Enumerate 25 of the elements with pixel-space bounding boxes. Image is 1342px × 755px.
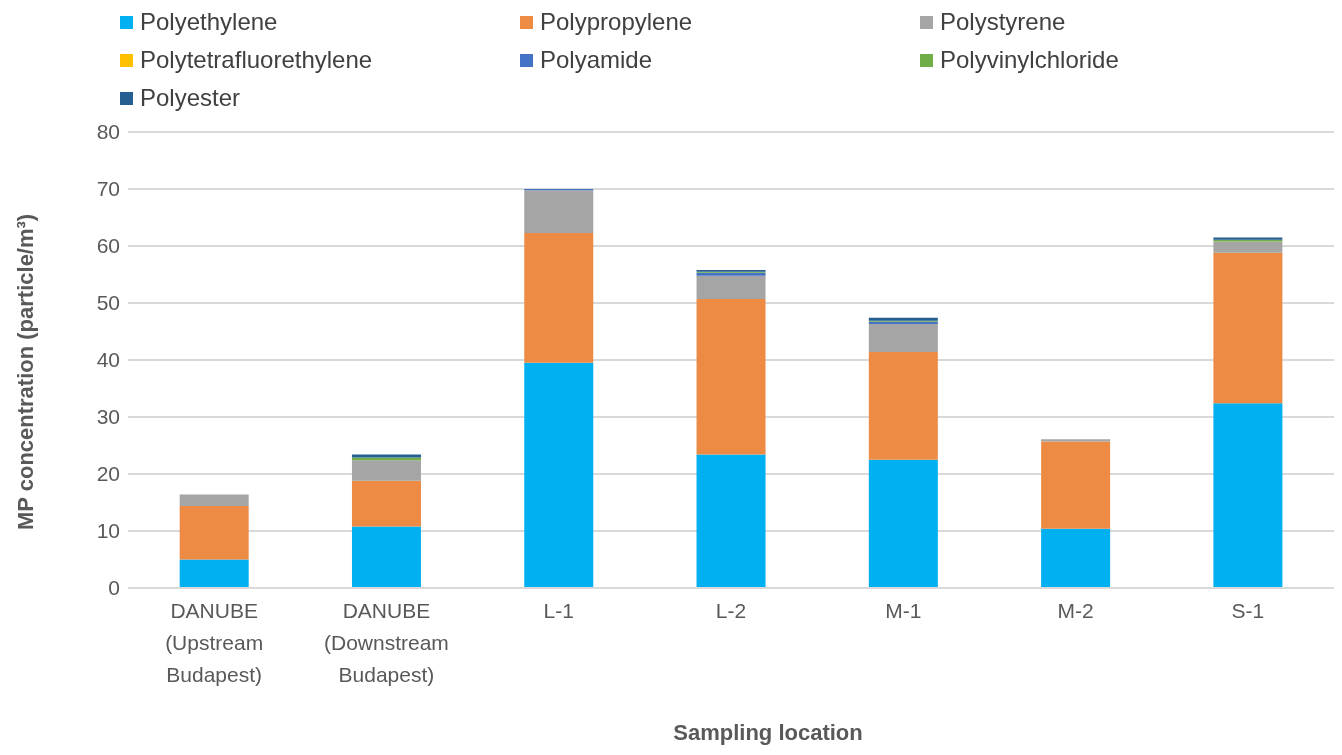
x-tick-label: DANUBE (Upstream Budapest)	[165, 599, 264, 686]
legend-label: Polyethylene	[140, 8, 278, 36]
x-tick-label: M-1	[885, 599, 922, 622]
y-tick-label: 70	[96, 177, 120, 201]
x-axis-title: Sampling location	[672, 720, 864, 746]
legend-label: Polypropylene	[540, 8, 693, 36]
y-tick-label: 20	[96, 462, 120, 486]
x-tick-label: DANUBE (Downstream Budapest)	[323, 599, 449, 686]
y-tick-label: 80	[96, 120, 120, 144]
legend-label: Polytetrafluorethylene	[140, 46, 373, 74]
y-tick-label: 30	[96, 405, 120, 429]
y-tick-label: 40	[96, 348, 120, 372]
legend-label: Polyamide	[540, 46, 653, 74]
y-tick-label: 0	[108, 576, 120, 600]
y-axis-title: MP concentration (particle/m³)	[12, 213, 38, 530]
y-tick-label: 50	[96, 291, 120, 315]
legend-label: Polystyrene	[940, 8, 1066, 36]
x-tick-label: S-1	[1231, 599, 1265, 622]
x-tick-label: L-1	[543, 599, 574, 622]
y-tick-label: 10	[96, 519, 120, 543]
legend-label: Polyester	[140, 84, 241, 112]
x-tick-label: M-2	[1057, 599, 1094, 622]
x-tick-label: L-2	[715, 599, 747, 622]
y-tick-label: 60	[96, 234, 120, 258]
legend-label: Polyvinylchloride	[940, 46, 1119, 74]
